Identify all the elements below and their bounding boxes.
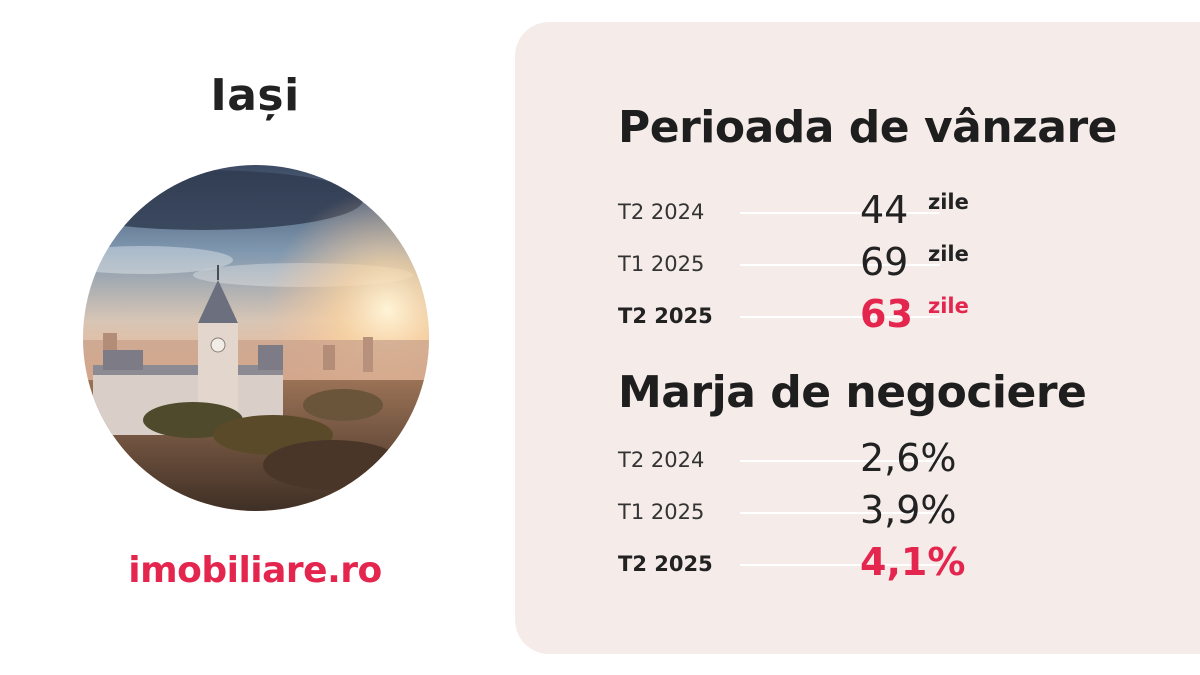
stat-unit: zile: [928, 294, 969, 318]
arrow-line: [740, 316, 940, 318]
arrow-line: [740, 512, 940, 514]
city-photo: [83, 165, 429, 511]
period-label: T2 2025: [618, 552, 713, 576]
brand-logo-text: imobiliare.ro: [128, 550, 382, 591]
city-skyline-photo: [83, 165, 429, 511]
period-label: T2 2024: [618, 200, 705, 224]
arrow-line: [740, 264, 940, 266]
stat-row: T2 2024 44 zile: [618, 188, 1178, 238]
city-title: Iași: [210, 70, 300, 121]
left-column: Iași: [0, 0, 510, 675]
stat-row: T2 2024 2,6%: [618, 436, 1178, 486]
stat-row: T2 2025 63 zile: [618, 292, 1178, 342]
stat-value: 69: [860, 240, 909, 284]
section-title-sale-period: Perioada de vânzare: [618, 102, 1118, 153]
stat-unit: zile: [928, 242, 969, 266]
stat-row: T1 2025 69 zile: [618, 240, 1178, 290]
arrow-line: [740, 460, 940, 462]
brand-logo[interactable]: imobiliare.ro: [0, 550, 510, 591]
stat-unit: zile: [928, 190, 969, 214]
stat-value: 3,9%: [860, 488, 957, 532]
section-title-negotiation-margin: Marja de negociere: [618, 367, 1087, 418]
stat-value: 2,6%: [860, 436, 957, 480]
stat-value: 4,1%: [860, 540, 966, 584]
stat-row: T2 2025 4,1%: [618, 540, 1178, 590]
period-label: T1 2025: [618, 500, 705, 524]
stat-value: 44: [860, 188, 909, 232]
stat-row: T1 2025 3,9%: [618, 488, 1178, 538]
arrow-line: [740, 564, 940, 566]
period-label: T2 2025: [618, 304, 713, 328]
stat-value: 63: [860, 292, 913, 336]
stats-panel: Perioada de vânzare T2 2024 44 zile T1 2…: [515, 22, 1200, 654]
period-label: T1 2025: [618, 252, 705, 276]
period-label: T2 2024: [618, 448, 705, 472]
arrow-line: [740, 212, 940, 214]
